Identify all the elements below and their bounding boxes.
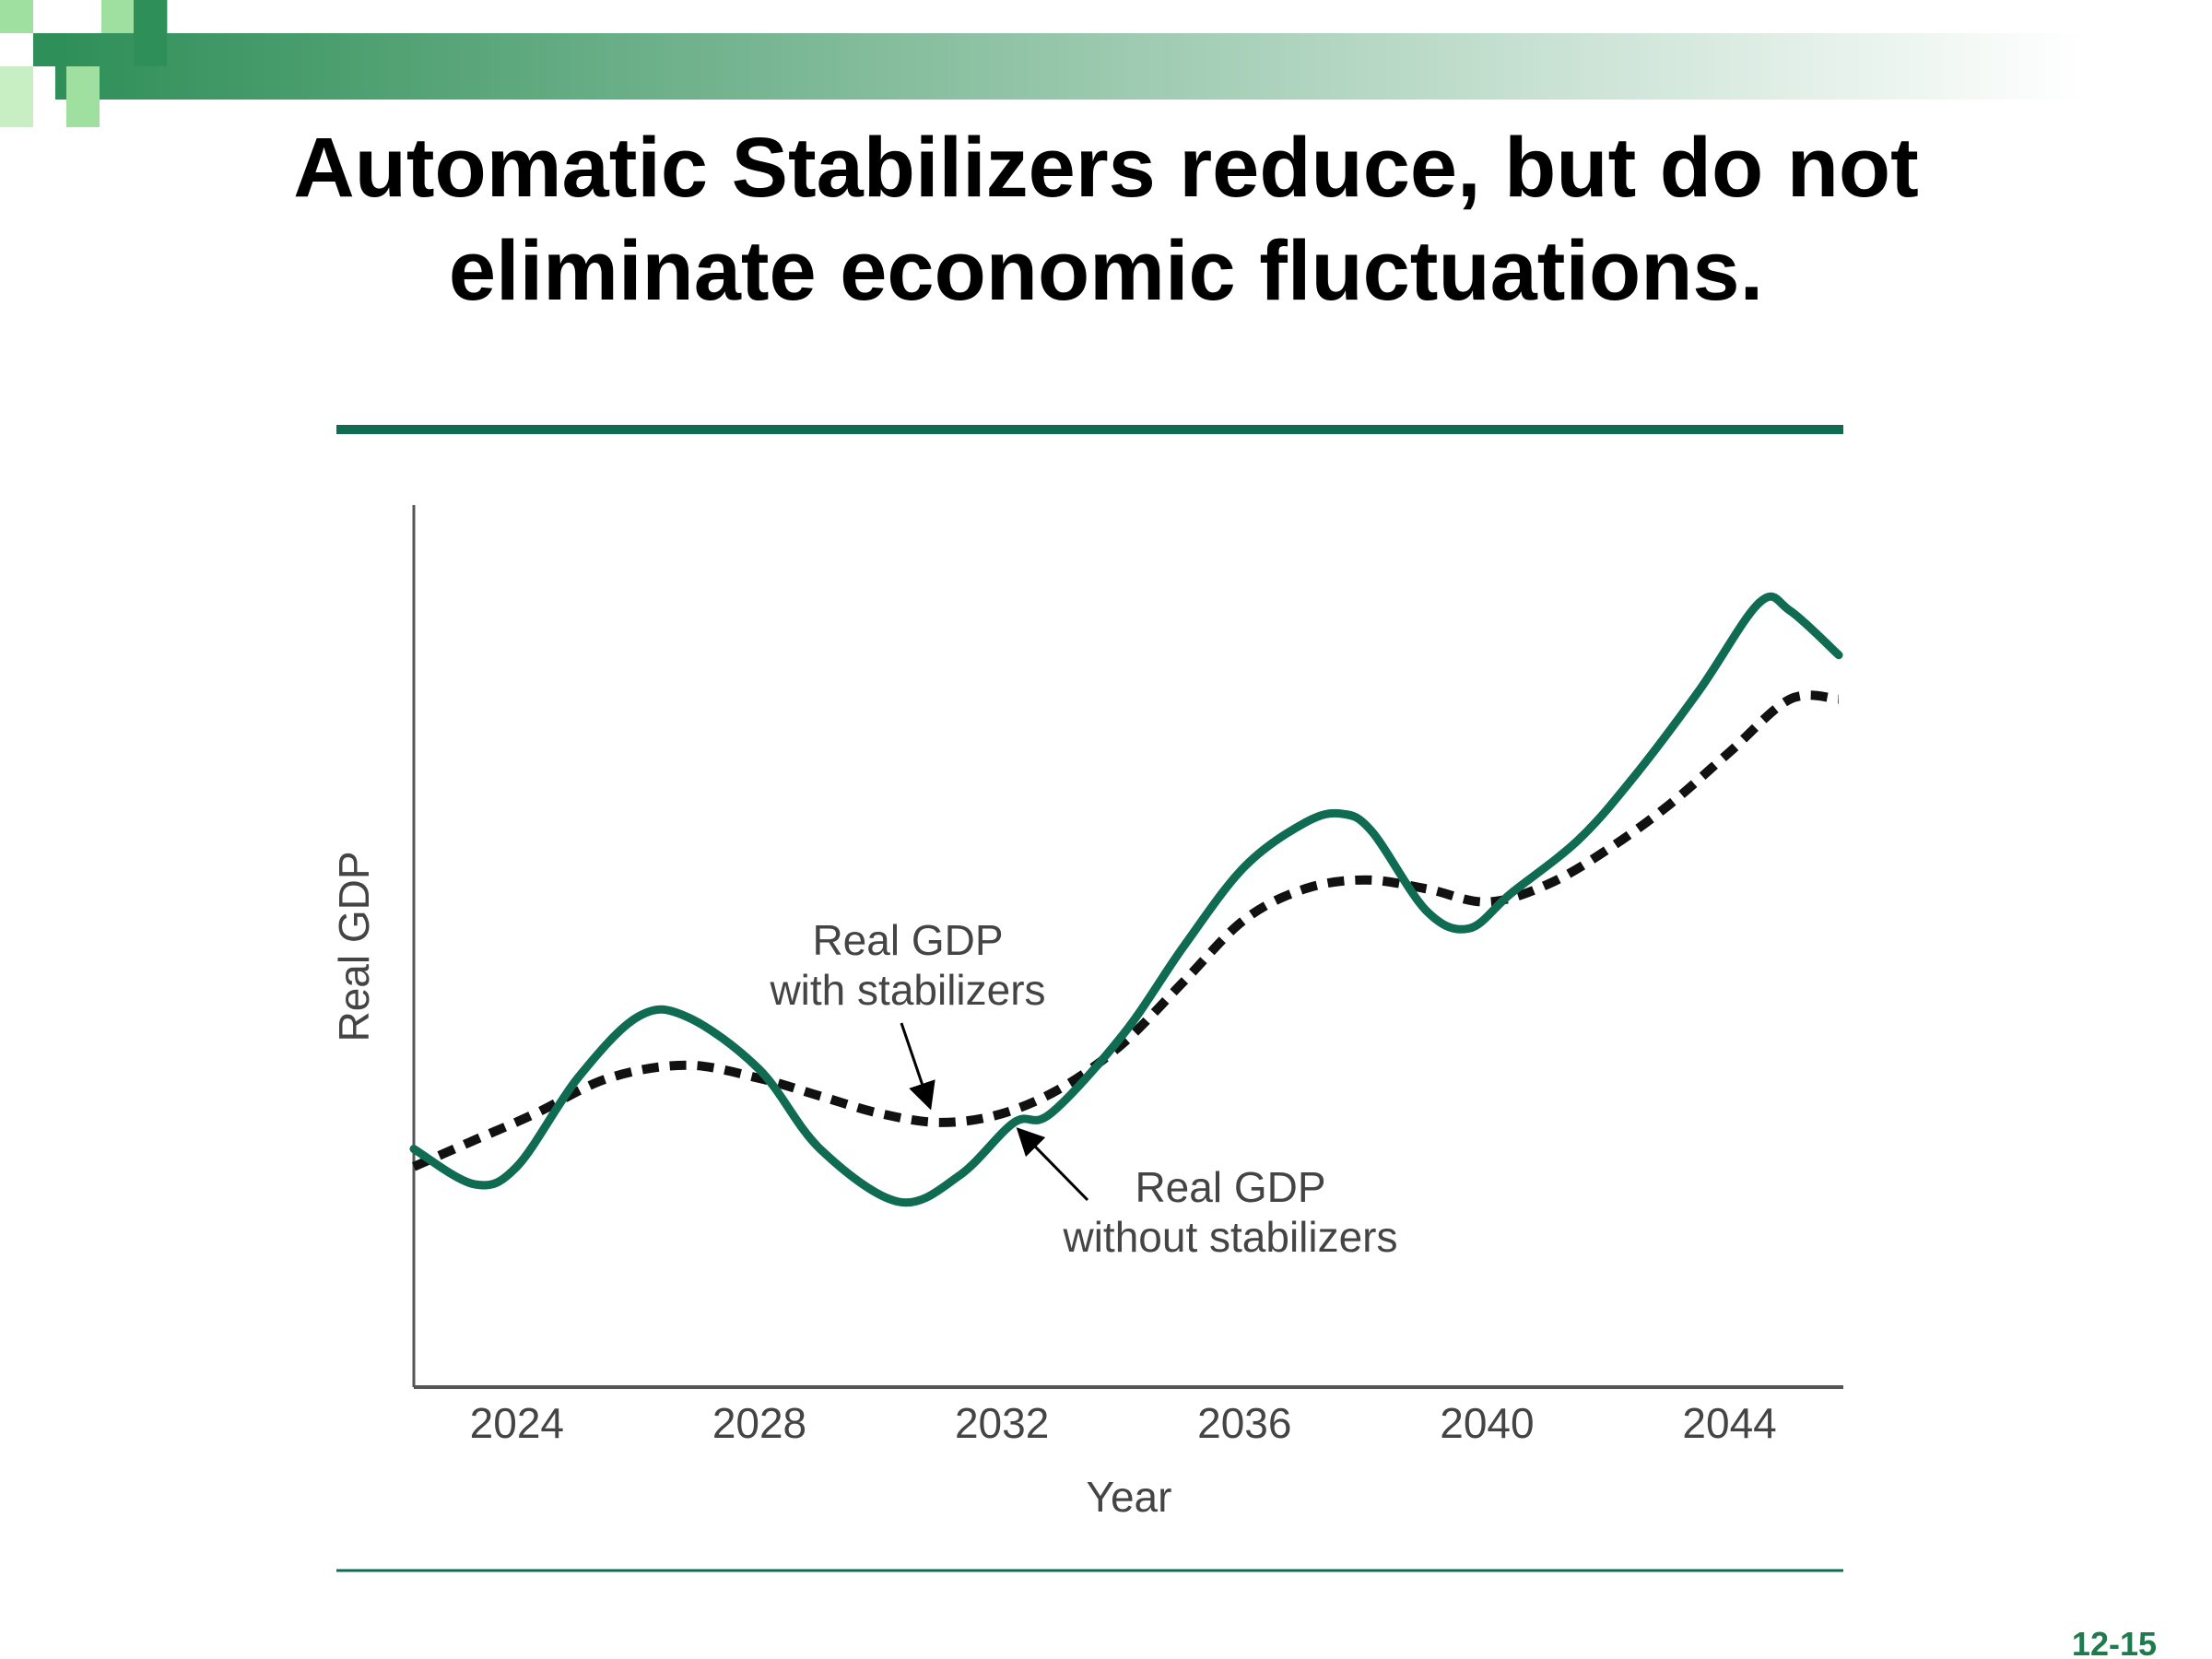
x-tick-label: 2036 [1197,1399,1291,1447]
annotation-with-line-2: with stabilizers [769,966,1045,1014]
annotation-without-line-2: without stabilizers [1062,1213,1397,1261]
y-axis-label: Real GDP [330,851,378,1041]
slide-title: Automatic Stabilizers reduce, but do not… [92,116,2120,323]
header-gradient-band [55,33,2083,100]
x-tick-labels: 2024 2028 2032 2036 2040 2044 [470,1399,1777,1447]
annotation-without-stabilizers: Real GDP without stabilizers [1016,1127,1398,1261]
x-tick-label: 2032 [955,1399,1049,1447]
x-tick-label: 2044 [1682,1399,1776,1447]
x-tick-label: 2024 [470,1399,564,1447]
x-axis-label: Year [1087,1473,1172,1521]
annotation-without-arrow [1016,1127,1089,1202]
title-line-1: Automatic Stabilizers reduce, but do not [293,121,1919,215]
annotation-with-arrow [900,1022,935,1111]
title-line-2: eliminate economic fluctuations. [448,224,1764,318]
page-number: 12-15 [2071,1625,2157,1659]
annotation-without-line-1: Real GDP [1135,1163,1325,1211]
x-tick-label: 2040 [1440,1399,1534,1447]
corner-squares-decoration [0,0,184,138]
series-line-without-stabilizers [409,592,1843,1207]
series-line-with-stabilizers [412,690,1840,1171]
x-tick-label: 2028 [712,1399,806,1447]
annotation-with-stabilizers: Real GDP with stabilizers [769,916,1046,1111]
annotation-with-line-1: Real GDP [812,916,1003,964]
